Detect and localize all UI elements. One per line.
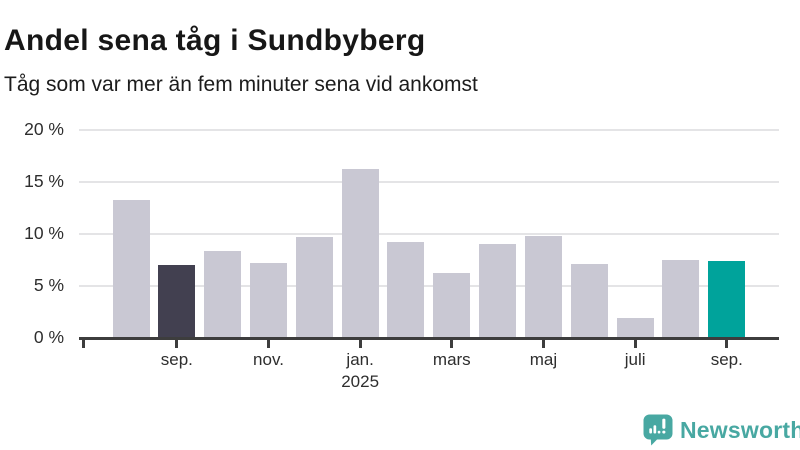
- y-axis-tick-label: 15 %: [24, 171, 64, 192]
- bar-jan. 2025: [342, 169, 379, 337]
- bar-sep. 2025: [708, 261, 745, 337]
- y-gridline-15: [79, 181, 779, 183]
- x-axis-tick: [266, 339, 270, 348]
- x-axis-edge-tick: [81, 339, 85, 348]
- bar-aug. 2024: [113, 200, 150, 337]
- x-axis-tick: [450, 339, 454, 348]
- bar-nov. 2024: [250, 263, 287, 337]
- bar-okt. 2024: [204, 251, 241, 337]
- x-tick-month: maj: [529, 350, 558, 369]
- bar-sep. 2024: [158, 265, 195, 337]
- x-axis-tick-label: maj: [498, 349, 588, 371]
- x-axis-tick: [633, 339, 637, 348]
- x-axis-tick-label: mars: [407, 349, 497, 371]
- x-axis-tick: [541, 339, 545, 348]
- x-axis-tick-label: sep.: [132, 349, 222, 371]
- newsworthy-speech-bubble-bar-chart-icon: [643, 414, 673, 446]
- x-tick-month: jan.: [346, 350, 374, 369]
- x-tick-month: sep.: [710, 350, 743, 369]
- bar-juli 2025: [617, 318, 654, 337]
- y-gridline-5: [79, 285, 779, 287]
- bar-juni 2025: [571, 264, 608, 337]
- x-axis-tick: [175, 339, 179, 348]
- x-axis-tick-label: sep.: [682, 349, 772, 371]
- bar-apr. 2025: [479, 244, 516, 337]
- page-subtitle: Tåg som var mer än fem minuter sena vid …: [4, 73, 478, 96]
- x-axis-tick-label: nov.: [223, 349, 313, 371]
- bar-dec. 2024: [296, 237, 333, 337]
- x-tick-month: nov.: [253, 350, 284, 369]
- bar-feb. 2025: [387, 242, 424, 337]
- x-axis-tick-label: jan. 2025: [315, 349, 405, 393]
- newsworthy-wordmark: Newsworthy: [680, 416, 800, 443]
- x-axis-tick-label: juli: [590, 349, 680, 371]
- page-title: Andel sena tåg i Sundbyberg: [4, 24, 426, 58]
- y-gridline-20: [79, 129, 779, 131]
- y-axis-tick-label: 0 %: [33, 327, 64, 348]
- x-tick-month: mars: [432, 350, 471, 369]
- y-axis-tick-label: 10 %: [24, 223, 64, 244]
- x-tick-year: 2025: [341, 372, 380, 391]
- bar-maj 2025: [525, 236, 562, 337]
- x-axis-line: [79, 336, 779, 340]
- x-tick-month: sep.: [160, 350, 193, 369]
- bar-aug. 2025: [662, 260, 699, 337]
- bar-mars 2025: [433, 273, 470, 337]
- y-gridline-10: [79, 233, 779, 235]
- y-axis-tick-label: 5 %: [33, 275, 64, 296]
- x-tick-month: juli: [624, 350, 646, 369]
- y-axis-tick-label: 20 %: [24, 119, 64, 140]
- x-axis-tick: [725, 339, 729, 348]
- newsworthy-logo: Newsworthy: [643, 414, 800, 446]
- x-axis-tick: [358, 339, 362, 348]
